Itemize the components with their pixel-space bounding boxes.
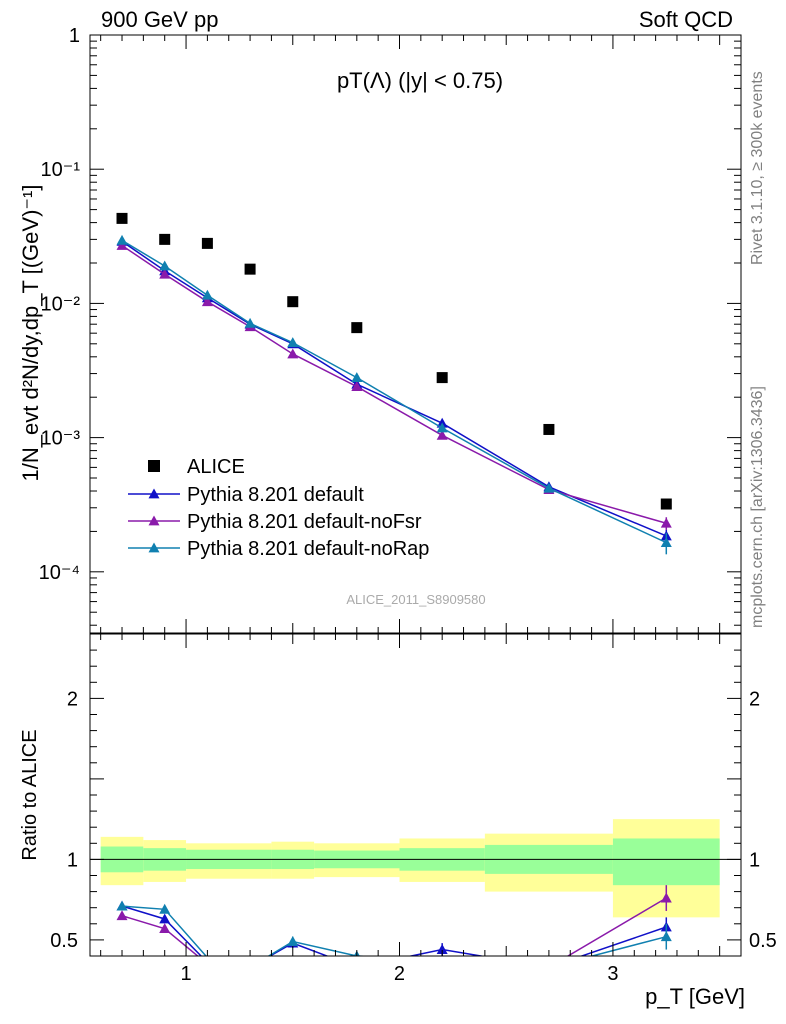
ratio-y-tick-label-right: 0.5 <box>749 930 777 952</box>
main-data <box>116 212 672 555</box>
band-inner <box>612 838 720 886</box>
data-point-alice <box>201 237 213 249</box>
ratio-point <box>159 923 171 934</box>
data-point <box>287 348 299 359</box>
ratio-point <box>660 931 672 942</box>
data-point <box>436 429 448 440</box>
data-point-alice <box>244 263 256 275</box>
x-tick-label: 1 <box>180 963 191 985</box>
ratio-line <box>121 905 667 956</box>
ratio-data <box>116 885 672 956</box>
ratio-point <box>116 900 128 911</box>
data-point <box>351 381 363 391</box>
rivet-label: Rivet 3.1.10, ≥ 300k events <box>749 71 766 265</box>
ratio-line <box>121 897 667 956</box>
legend-label: Pythia 8.201 default-noRap <box>187 538 429 560</box>
ratio-point <box>159 913 171 924</box>
y-tick-label: 10⁻¹ <box>41 159 81 181</box>
x-tick-labels: 1 2 3 <box>180 963 618 985</box>
main-y-tick-labels: 10⁻⁴ 10⁻³ 10⁻² 10⁻¹ 1 <box>39 25 81 584</box>
ratio-bands <box>100 819 720 918</box>
data-point <box>244 317 256 328</box>
x-axis-label: p_T [GeV] <box>645 984 745 1009</box>
series-3 <box>116 234 672 555</box>
legend-marker <box>148 460 160 472</box>
data-point <box>660 537 672 548</box>
y-tick-label: 10⁻² <box>41 293 81 315</box>
ratio-y-tick-label-left: 2 <box>67 688 78 710</box>
ratio-series-2 <box>116 900 672 956</box>
legend-label: Pythia 8.201 default-noFsr <box>187 511 422 533</box>
data-point <box>287 337 299 348</box>
ratio-y-axis-label: Ratio to ALICE <box>19 729 41 860</box>
legend-marker <box>148 515 160 526</box>
data-point-alice <box>116 212 128 224</box>
legend-marker <box>148 488 160 499</box>
ratio-point <box>287 936 299 946</box>
data-point <box>351 372 363 382</box>
legend: ALICE Pythia 8.201 default Pythia 8.201 de… <box>128 456 429 560</box>
data-point <box>159 268 171 279</box>
data-point-alice <box>436 372 448 384</box>
legend-label: ALICE <box>187 456 245 478</box>
data-point-alice <box>543 423 555 435</box>
ratio-point <box>660 892 672 903</box>
data-point <box>543 482 555 493</box>
y-tick-label: 1 <box>69 25 80 47</box>
y-tick-label: 10⁻³ <box>41 428 81 450</box>
watermark: ALICE_2011_S8909580 <box>346 592 485 607</box>
data-point <box>116 234 128 245</box>
data-point <box>116 240 128 250</box>
data-point <box>660 517 672 528</box>
header-left: 900 GeV pp <box>101 7 218 32</box>
ratio-y-tick-label-right: 1 <box>749 849 760 871</box>
ratio-y-tick-label-left: 1 <box>67 849 78 871</box>
ratio-line <box>121 905 667 956</box>
data-point <box>159 260 171 271</box>
ratio-panel: 0.5 0.5 1 1 2 2 1 2 3 <box>50 633 777 985</box>
y-tick-label: 10⁻⁴ <box>39 562 80 584</box>
ratio-point <box>436 944 448 954</box>
legend-label: Pythia 8.201 default <box>187 484 364 506</box>
main-panel-frame <box>89 34 742 634</box>
mcplots-label: mcplots.cern.ch [arXiv:1306.3436] <box>749 386 766 628</box>
main-y-axis-label: 1/N_evt d²N/dy,dp_T [(GeV)⁻¹] <box>18 185 43 482</box>
ratio-point <box>116 910 128 921</box>
x-tick-label: 3 <box>607 963 618 985</box>
data-point <box>436 422 448 433</box>
data-point-alice <box>159 233 171 245</box>
ratio-y-tick-label-left: 0.5 <box>50 930 78 952</box>
data-point-alice <box>351 322 363 334</box>
main-panel: 10⁻⁴ 10⁻³ 10⁻² 10⁻¹ 1 pT(Λ) (|y| < 0.75) ALI… <box>39 25 742 634</box>
ratio-point <box>159 903 171 914</box>
ratio-y-tick-labels: 0.5 0.5 1 1 2 2 <box>50 688 777 952</box>
ratio-series-0 <box>116 900 672 956</box>
ratio-series-1 <box>116 885 672 956</box>
main-ticks <box>90 34 741 633</box>
legend-marker <box>148 542 160 553</box>
ratio-y-tick-label-right: 2 <box>749 688 760 710</box>
series-line <box>121 244 667 524</box>
data-point <box>201 289 213 300</box>
series-0 <box>116 212 672 510</box>
header-right: Soft QCD <box>639 7 733 32</box>
main-title: pT(Λ) (|y| < 0.75) <box>337 68 503 93</box>
data-point-alice <box>287 296 299 308</box>
ratio-ticks <box>90 633 741 957</box>
data-point <box>201 296 213 307</box>
data-point-alice <box>660 498 672 510</box>
x-tick-label: 2 <box>394 963 405 985</box>
